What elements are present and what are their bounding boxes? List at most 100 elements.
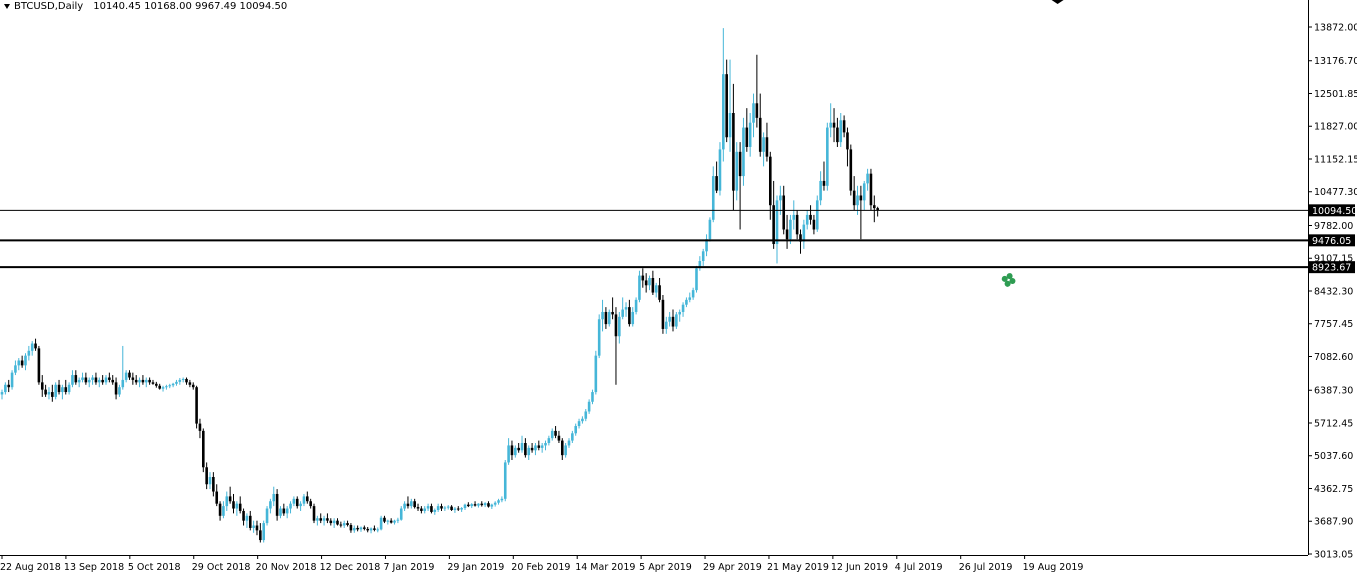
candle-body <box>735 151 739 191</box>
candle-body <box>168 385 172 387</box>
candle-body <box>269 501 272 509</box>
candle-body <box>178 379 182 382</box>
candle-body <box>671 316 675 327</box>
candle-body <box>873 205 876 209</box>
candle-body <box>473 504 477 506</box>
candle-body <box>61 387 64 393</box>
candle-body <box>745 127 749 147</box>
candle-body <box>289 503 292 509</box>
candle-body <box>235 503 239 509</box>
candle-body <box>386 520 390 522</box>
candle-body <box>34 343 37 349</box>
candle-body <box>379 517 383 530</box>
candle-body <box>681 304 685 312</box>
candle-body <box>346 523 349 526</box>
candle-body <box>675 314 678 327</box>
y-tick-label: 5037.60 <box>1314 451 1353 462</box>
candle-body <box>373 528 376 530</box>
y-tick-label: 11152.15 <box>1314 154 1357 165</box>
candle-body <box>205 467 208 485</box>
candle-body <box>591 392 594 402</box>
candle-body <box>658 285 661 300</box>
candle-body <box>24 355 27 366</box>
candle-body <box>584 411 588 419</box>
candle-body <box>97 379 101 383</box>
price-level-label: 8923.67 <box>1312 263 1351 274</box>
candle-body <box>383 517 386 522</box>
candle-body <box>842 120 846 133</box>
candle-body <box>490 504 494 507</box>
candle-body <box>604 311 608 325</box>
candle-body <box>232 501 235 509</box>
candle-body <box>198 423 202 431</box>
candle-body <box>111 379 115 383</box>
candle-body <box>772 205 775 245</box>
candle-body <box>302 496 306 504</box>
candle-body <box>165 386 168 388</box>
candle-body <box>705 239 708 252</box>
candle-body <box>410 501 413 507</box>
ohlc-values: 10140.45 10168.00 9967.49 10094.50 <box>93 1 288 12</box>
candle-body <box>661 299 665 329</box>
candle-body <box>316 518 319 521</box>
y-tick-label: 7082.60 <box>1314 352 1353 363</box>
candle-body <box>638 275 641 300</box>
y-tick-label: 5712.45 <box>1314 418 1353 429</box>
candle-body <box>356 527 359 530</box>
candle-body <box>614 314 618 337</box>
candle-body <box>876 208 879 211</box>
candle-body <box>859 195 863 201</box>
candle-body <box>84 377 88 383</box>
candle-body <box>413 501 416 508</box>
y-tick-label: 7757.45 <box>1314 319 1353 330</box>
candle-body <box>785 229 789 240</box>
candle-body <box>500 498 504 501</box>
candle-body <box>812 219 816 230</box>
candle-body <box>574 426 578 434</box>
candle-body <box>732 112 735 191</box>
candle-body <box>477 503 480 506</box>
candle-body <box>299 503 302 507</box>
symbol-label[interactable]: BTCUSD,Daily <box>14 1 84 12</box>
candle-body <box>601 311 604 320</box>
candle-body <box>44 389 47 395</box>
candle-body <box>144 379 148 383</box>
x-tick-label: 7 Jan 2019 <box>383 562 434 573</box>
candle-body <box>336 520 339 525</box>
candle-body <box>742 127 745 177</box>
candle-body <box>866 173 869 184</box>
clover-leaf <box>1009 277 1016 284</box>
candle-body <box>634 299 638 312</box>
candle-body <box>440 506 443 509</box>
x-tick-label: 21 May 2019 <box>767 562 829 573</box>
candle-body <box>497 500 500 503</box>
candle-body <box>503 462 507 499</box>
x-tick-label: 13 Sep 2018 <box>64 562 124 573</box>
candle-body <box>195 387 198 424</box>
candle-body <box>369 528 373 531</box>
candle-body <box>698 261 702 269</box>
candle-body <box>238 503 242 511</box>
candle-body <box>259 530 262 541</box>
candle-body <box>306 496 309 502</box>
candle-body <box>262 523 265 541</box>
candle-body <box>550 430 554 439</box>
candle-body <box>27 350 31 356</box>
candle-body <box>272 493 276 502</box>
candle-body <box>631 311 635 325</box>
candle-body <box>728 112 732 138</box>
candle-body <box>141 379 145 383</box>
y-tick-label: 13176.70 <box>1314 56 1357 67</box>
x-tick-label: 26 Jul 2019 <box>959 562 1013 573</box>
candle-body <box>618 316 621 337</box>
candle-body <box>202 430 205 468</box>
candle-body <box>37 348 41 383</box>
symbol-dropdown-icon[interactable] <box>4 4 10 9</box>
x-tick-label: 29 Oct 2018 <box>192 562 251 573</box>
y-tick-label: 3013.05 <box>1314 550 1353 561</box>
clover-leaf <box>1004 280 1011 287</box>
candle-body <box>403 503 406 509</box>
candle-body <box>121 379 125 388</box>
candle-body <box>755 103 759 118</box>
